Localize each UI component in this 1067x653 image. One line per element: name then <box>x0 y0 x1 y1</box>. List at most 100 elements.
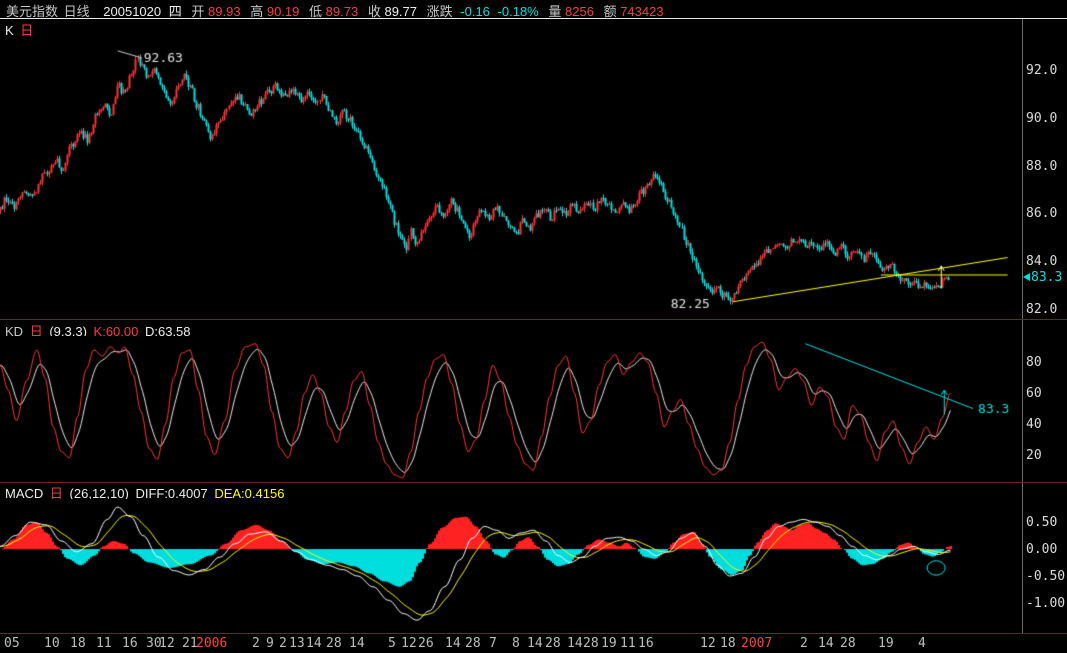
main-period-flag: 日 <box>20 23 34 38</box>
x-axis-date-label: 16 <box>122 636 138 651</box>
close-label: 收 <box>367 4 381 19</box>
x-axis-date-label: 9 <box>266 636 274 651</box>
x-axis-date-label: 12 <box>159 636 175 651</box>
x-axis-date-label: 28 <box>583 636 599 651</box>
x-axis-date-label: 16 <box>638 636 654 651</box>
quote-date: 20051020 <box>103 4 162 19</box>
candlestick-chart-canvas[interactable] <box>0 36 1022 318</box>
x-axis-date-label: 14 <box>349 636 365 651</box>
x-axis-date-label: 13 <box>289 636 305 651</box>
x-axis-year-label: 2006 <box>196 636 228 651</box>
x-axis-date-label: 28 <box>840 636 856 651</box>
kd-period-flag: 日 <box>29 324 43 339</box>
x-axis-date-label: 28 <box>545 636 561 651</box>
macd-dea-value: DEA:0.4156 <box>214 486 285 501</box>
kd-k-value: K:60.00 <box>93 324 139 339</box>
high-value: 90.19 <box>266 4 300 19</box>
macd-indicator-canvas[interactable] <box>0 499 1022 632</box>
y-axis-tick-label: 0.00 <box>1026 542 1058 558</box>
change-pct: -0.18% <box>497 4 539 19</box>
amount-label: 额 <box>603 4 617 19</box>
close-value: 89.77 <box>384 4 418 19</box>
macd-panel-title: MACD 日 (26,12,10) DIFF:0.4007 DEA:0.4156 <box>5 483 287 502</box>
x-axis-date-label: 2 <box>279 636 287 651</box>
x-axis-date-label: 18 <box>720 636 736 651</box>
volume-label: 量 <box>548 4 562 19</box>
kd-indicator-label[interactable]: KD <box>5 324 24 339</box>
period-label[interactable]: 日线 <box>63 4 90 19</box>
macd-diff-value: DIFF:0.4007 <box>135 486 208 501</box>
x-axis-date-label: 8 <box>512 636 520 651</box>
x-axis-date-label: 30 <box>146 636 162 651</box>
x-axis-date-label: 28 <box>326 636 342 651</box>
macd-params: (26,12,10) <box>69 486 129 501</box>
y-axis-tick-label: 40 <box>1026 416 1042 432</box>
plot-axis-divider <box>1022 19 1023 633</box>
x-axis-date-label: 2 <box>800 636 808 651</box>
x-axis-date-label: 14 <box>818 636 834 651</box>
main-indicator-label[interactable]: K <box>5 23 14 38</box>
y-axis-tick-label: 0.50 <box>1026 515 1058 531</box>
x-axis-year-label: 2007 <box>741 636 773 651</box>
x-axis-date-label: 12 <box>401 636 417 651</box>
low-label: 低 <box>309 4 323 19</box>
x-axis-date-label: 2 <box>252 636 260 651</box>
x-axis-date-label: 26 <box>418 636 434 651</box>
x-axis-date-label: 7 <box>489 636 497 651</box>
panel-separator <box>0 319 1067 320</box>
quote-header: 美元指数 日线 20051020 四 开 89.93 高 90.19 低 89.… <box>6 1 664 19</box>
kd-indicator-canvas[interactable] <box>0 336 1022 481</box>
y-axis-tick-label: -0.50 <box>1026 569 1066 584</box>
x-axis-date-label: 21 <box>182 636 198 651</box>
x-axis-date-label: 11 <box>620 636 636 651</box>
panel-separator <box>0 633 1067 634</box>
x-axis-date-label: 18 <box>70 636 86 651</box>
y-axis-tick-label: 20 <box>1026 447 1042 463</box>
macd-period-flag: 日 <box>49 486 63 501</box>
high-label: 高 <box>250 4 264 19</box>
x-axis-date-label: 14 <box>445 636 461 651</box>
panel-separator <box>0 482 1067 483</box>
x-axis-date-row: 05 10 18 11 16 30 12 21 2006 2 9 2 13 14 28 14 5 12 26 14 28… <box>0 636 1067 653</box>
y-axis-tick-label: 90.0 <box>1026 110 1058 126</box>
x-axis-date-label: 19 <box>878 636 894 651</box>
x-axis-date-label: 05 <box>4 636 20 651</box>
kd-params: (9,3,3) <box>49 324 87 339</box>
y-axis-tick-label: 86.0 <box>1026 206 1058 222</box>
header-divider <box>0 18 1067 19</box>
open-label: 开 <box>191 4 205 19</box>
y-axis-tick-label: 88.0 <box>1026 158 1058 174</box>
x-axis-date-label: 5 <box>388 636 396 651</box>
x-axis-date-label: 28 <box>465 636 481 651</box>
x-axis-date-label: 14 <box>306 636 322 651</box>
volume-value: 8256 <box>565 4 594 19</box>
y-axis-tick-label: 82.0 <box>1026 301 1058 317</box>
y-axis-tick-label: 60 <box>1026 386 1042 402</box>
kd-panel-title: KD 日 (9,3,3) K:60.00 D:63.58 <box>5 321 194 340</box>
amount-value: 743423 <box>620 4 664 19</box>
x-axis-date-label: 14 <box>567 636 583 651</box>
x-axis-date-label: 11 <box>96 636 112 651</box>
x-axis-date-label: 14 <box>527 636 543 651</box>
x-axis-date-label: 4 <box>918 636 926 651</box>
x-axis-date-label: 10 <box>44 636 60 651</box>
macd-indicator-label[interactable]: MACD <box>5 486 44 501</box>
y-axis-tick-label: -1.00 <box>1026 595 1066 611</box>
y-axis-tick-label: 84.0 <box>1026 254 1058 270</box>
kd-d-value: D:63.58 <box>144 324 191 339</box>
symbol-name[interactable]: 美元指数 <box>6 4 59 19</box>
y-axis-tick-label: 80 <box>1026 355 1042 371</box>
change-label: 涨跌 <box>426 4 453 19</box>
price-pointer-icon <box>1023 273 1030 282</box>
main-panel-title: K 日 <box>5 20 36 39</box>
open-value: 89.93 <box>208 4 241 19</box>
change-value: -0.16 <box>460 4 490 19</box>
low-value: 89.73 <box>325 4 359 19</box>
last-price-value: 83.3 <box>1031 269 1063 285</box>
x-axis-date-label: 19 <box>601 636 617 651</box>
last-price-tag: 83.3 <box>1023 270 1062 285</box>
x-axis-date-label: 12 <box>700 636 716 651</box>
y-axis-tick-label: 92.0 <box>1026 62 1058 78</box>
quote-weekday: 四 <box>168 4 182 19</box>
